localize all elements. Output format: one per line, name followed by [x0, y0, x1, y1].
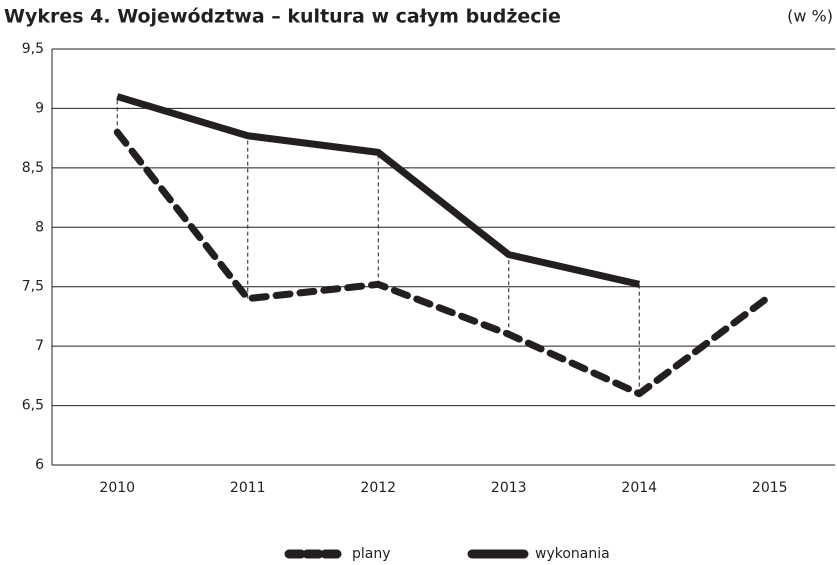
- x-tick-label: 2012: [360, 480, 396, 496]
- y-tick-label: 7,5: [22, 279, 44, 295]
- y-tick-label: 8,5: [22, 160, 44, 176]
- x-tick-label: 2010: [99, 480, 135, 496]
- y-tick-label: 8: [35, 219, 44, 235]
- chart-title: Wykres 4. Województwa – kultura w całym …: [4, 6, 561, 28]
- legend-label: wykonania: [535, 546, 610, 562]
- chart-subtitle: (w %): [787, 7, 833, 26]
- y-tick-label: 7: [35, 338, 44, 354]
- x-tick-label: 2015: [752, 480, 788, 496]
- y-tick-label: 6,5: [22, 398, 44, 414]
- x-tick-label: 2014: [621, 480, 657, 496]
- legend-label: plany: [352, 546, 391, 562]
- y-tick-label: 9,5: [22, 41, 44, 57]
- x-tick-label: 2013: [491, 480, 527, 496]
- series-line: [113, 128, 774, 398]
- x-tick-label: 2011: [230, 480, 266, 496]
- series-line: [116, 93, 641, 288]
- y-tick-label: 6: [35, 457, 44, 473]
- y-tick-label: 9: [35, 100, 44, 116]
